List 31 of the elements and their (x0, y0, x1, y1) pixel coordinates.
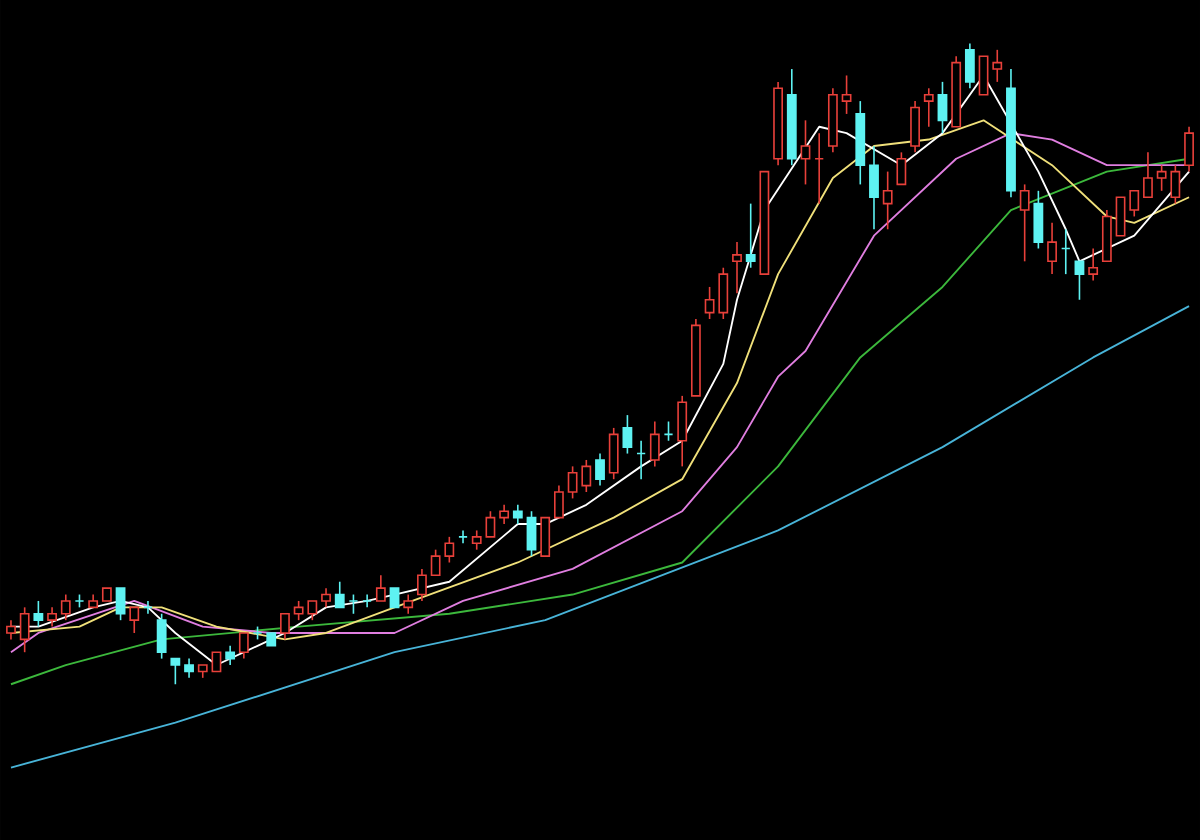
candlestick (910, 100, 920, 154)
candlestick (649, 420, 660, 468)
candlestick (595, 452, 605, 487)
candlestick (992, 49, 1003, 83)
candlestick (869, 145, 879, 231)
candlestick (855, 100, 866, 186)
candlestick (964, 42, 975, 90)
candlestick (403, 593, 414, 615)
candlestick (512, 504, 523, 525)
candlestick (1047, 222, 1057, 275)
candlestick (225, 645, 236, 666)
candlestick (60, 593, 71, 621)
candlestick (1184, 125, 1194, 173)
candlestick (499, 504, 510, 525)
candlestick (6, 619, 16, 641)
candlestick (827, 87, 838, 154)
candlestick (732, 241, 742, 295)
candlestick (1006, 68, 1016, 199)
candlestick (773, 81, 783, 166)
candlestick (184, 657, 194, 679)
candlestick (677, 395, 688, 468)
candlestick (800, 119, 811, 186)
candlestick (608, 427, 619, 480)
candlestick (47, 606, 57, 628)
candlestick (923, 87, 934, 128)
candlestick (321, 587, 331, 609)
candlestick (882, 170, 893, 231)
candlestick (471, 529, 482, 551)
candlestick (786, 68, 797, 166)
candlestick (1088, 247, 1099, 282)
candlestick (417, 568, 427, 602)
